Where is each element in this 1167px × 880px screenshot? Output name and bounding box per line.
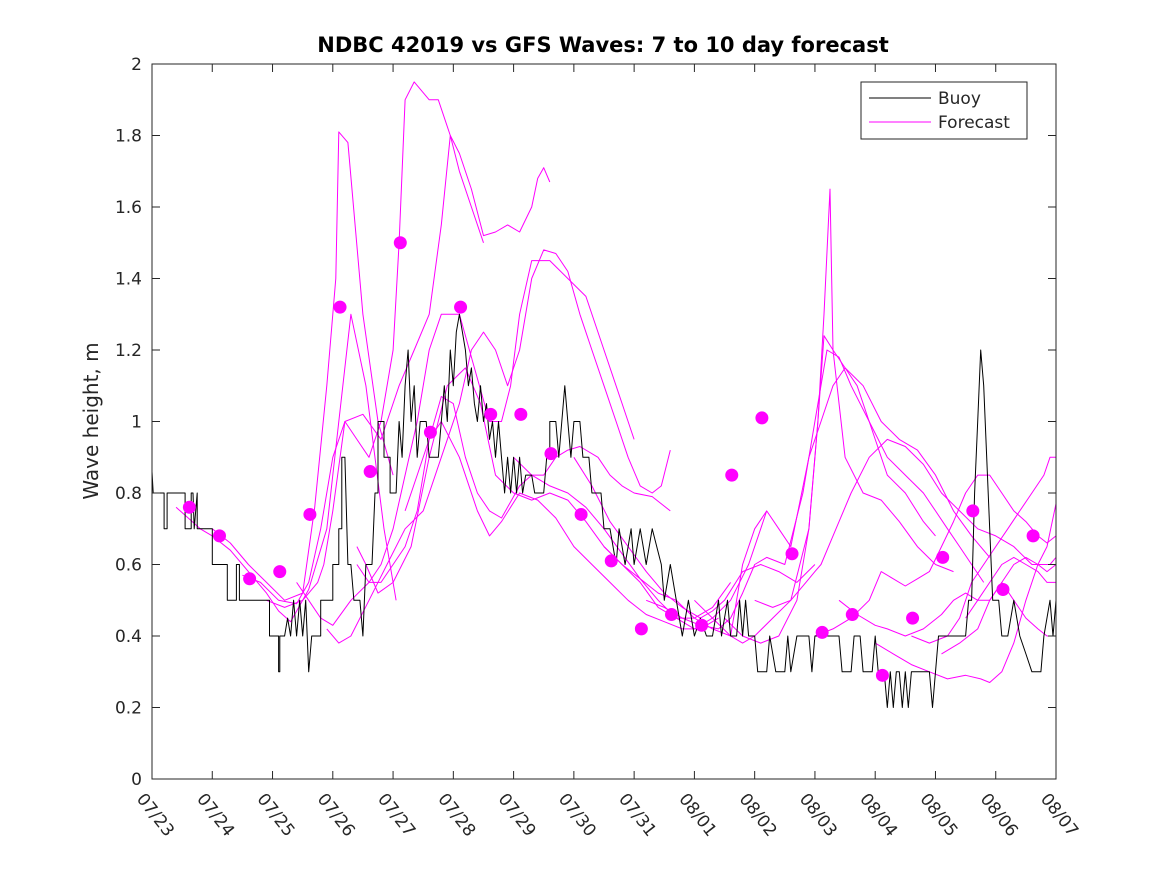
forecast-marker-point <box>815 625 829 639</box>
forecast-marker-point <box>303 507 317 521</box>
forecast-marker-point <box>544 447 558 461</box>
x-tick-label: 07/24 <box>192 790 238 841</box>
forecast-marker-point <box>182 500 196 514</box>
forecast-marker-point <box>604 554 618 568</box>
forecast-marker-point <box>243 572 257 586</box>
forecast-series-line <box>513 456 768 630</box>
forecast-series-line <box>838 556 1056 637</box>
y-tick-label: 1 <box>131 413 142 433</box>
forecast-marker-point <box>634 622 648 636</box>
legend-label-forecast: Forecast <box>938 113 1010 133</box>
legend: Buoy Forecast <box>860 81 1028 140</box>
y-tick-label: 0.8 <box>115 484 142 504</box>
x-tick-label: 07/25 <box>253 790 299 841</box>
forecast-marker-point <box>514 407 528 421</box>
forecast-marker-point <box>725 468 739 482</box>
forecast-series-line <box>296 260 635 626</box>
buoy-series-line <box>152 313 1056 708</box>
legend-label-buoy: Buoy <box>938 89 981 109</box>
forecast-series-line <box>211 131 394 601</box>
forecast-marker-point <box>936 550 950 564</box>
x-tick-label: 07/30 <box>554 790 600 841</box>
forecast-series-line <box>356 367 732 619</box>
x-tick-label: 07/28 <box>433 790 479 841</box>
x-tick-label: 08/02 <box>735 790 781 841</box>
forecast-series-line <box>266 135 551 608</box>
forecast-series-line <box>754 438 1056 608</box>
forecast-marker-point <box>966 504 980 518</box>
x-tick-label: 08/01 <box>674 790 720 841</box>
y-tick-label: 1.8 <box>115 127 142 147</box>
x-tick-label: 08/05 <box>916 790 962 841</box>
axes: 0 0.2 0.4 0.6 0.8 1 1.2 1.4 1.6 1.8 2 07/23 07/24 07/… <box>115 55 1082 841</box>
forecast-marker-point <box>423 425 437 439</box>
x-tick-label: 08/06 <box>976 790 1022 841</box>
forecast-series-line <box>814 474 1056 637</box>
forecast-series-line <box>603 367 936 637</box>
x-tick-label: 08/04 <box>855 790 901 841</box>
forecast-marker-point <box>906 611 920 625</box>
x-tick-label: 07/26 <box>313 790 359 841</box>
forecast-marker-point <box>695 618 709 632</box>
forecast-marker-point <box>363 465 377 479</box>
forecast-marker-point <box>333 300 347 314</box>
x-tick-label: 08/03 <box>795 790 841 841</box>
y-axis-label: Wave height, m <box>79 342 103 499</box>
y-tick-label: 0.6 <box>115 556 142 576</box>
forecast-series-line <box>694 335 991 644</box>
legend-box <box>860 81 1028 140</box>
forecast-marker-point <box>393 236 407 250</box>
forecast-marker-point <box>664 608 678 622</box>
x-tick-label: 07/27 <box>373 790 419 841</box>
forecast-marker-point <box>996 583 1010 597</box>
x-tick-label: 07/31 <box>614 790 660 841</box>
y-tick-label: 1.4 <box>115 270 142 290</box>
forecast-marker-point <box>755 411 769 425</box>
forecast-marker-point <box>1026 529 1040 543</box>
chart-title: NDBC 42019 vs GFS Waves: 7 to 10 day for… <box>317 33 888 57</box>
forecast-marker-point <box>785 547 799 561</box>
y-tick-label: 0.4 <box>115 627 142 647</box>
y-tick-label: 0 <box>131 770 142 790</box>
forecast-marker-point <box>484 407 498 421</box>
forecast-series-line <box>404 421 719 630</box>
forecast-marker-point <box>574 507 588 521</box>
y-tick-label: 2 <box>131 55 142 75</box>
x-tick-label: 07/23 <box>132 790 178 841</box>
forecast-marker-point <box>875 668 889 682</box>
forecast-marker-point <box>454 300 468 314</box>
forecast-series-line <box>724 188 954 644</box>
forecast-series-line <box>175 313 397 623</box>
forecast-marker-point <box>273 565 287 579</box>
series-layer <box>152 81 1056 708</box>
x-tick-label: 07/29 <box>494 790 540 841</box>
forecast-series-line <box>646 349 985 630</box>
x-tick-label: 08/07 <box>1036 790 1082 841</box>
y-tick-label: 0.2 <box>115 699 142 719</box>
forecast-marker-point <box>212 529 226 543</box>
y-tick-label: 1.6 <box>115 198 142 218</box>
forecast-series-line <box>326 249 671 644</box>
forecast-series-line <box>356 396 671 583</box>
forecast-marker-point <box>845 608 859 622</box>
y-tick-label: 1.2 <box>115 341 142 361</box>
forecast-series-line <box>965 556 1056 619</box>
